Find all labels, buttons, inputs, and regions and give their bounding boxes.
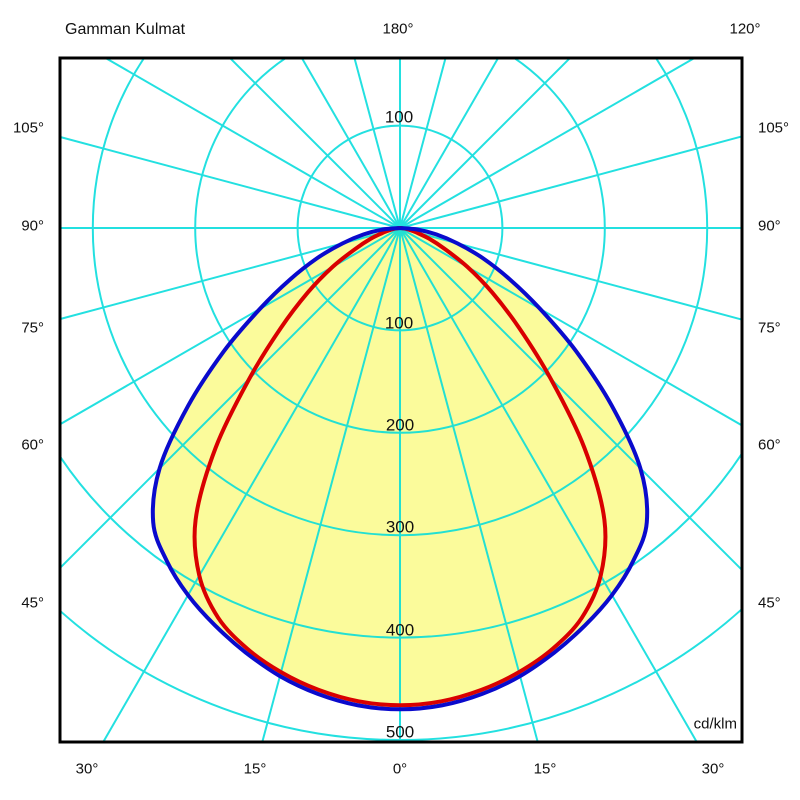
intensity-curve-outer xyxy=(150,226,650,712)
ring-value-label-100: 100 xyxy=(384,313,414,333)
gamma-axis-label-left-75: 75° xyxy=(21,319,44,337)
grid-radial-line xyxy=(399,227,698,742)
grid-radial-line xyxy=(399,227,742,427)
ring-value-label-200: 200 xyxy=(385,415,415,435)
gamma-axis-label-bottom-0: 0° xyxy=(392,760,408,778)
gamma-axis-label-bottom-30L: 30° xyxy=(75,760,99,778)
gamma-axis-label-top-180: 180° xyxy=(382,20,414,38)
ring-value-label-400: 400 xyxy=(385,620,415,640)
gamma-axis-label-right-75: 75° xyxy=(758,319,781,337)
units-label: cd/klm xyxy=(693,715,737,733)
grid-radial-line xyxy=(228,58,401,229)
gamma-axis-label-top-120: 120° xyxy=(729,20,761,38)
grid-radial-line xyxy=(399,227,742,321)
grid-radial-line xyxy=(399,58,697,229)
grid-radial-line xyxy=(399,135,742,229)
grid-radial-line xyxy=(103,58,401,229)
gamma-axis-label-left-105: 105° xyxy=(12,119,44,137)
gamma-axis-label-bottom-30R: 30° xyxy=(701,760,725,778)
ring-value-label-above-100: 100 xyxy=(384,107,414,127)
gamma-axis-label-left-60: 60° xyxy=(21,436,44,454)
grid-radial-line xyxy=(353,58,401,229)
chart-title: Gamman Kulmat xyxy=(65,21,186,38)
gamma-axis-label-bottom-15R: 15° xyxy=(533,760,557,778)
grid-radial-line xyxy=(60,135,401,229)
chart-frame xyxy=(58,56,744,744)
grid-radial-line xyxy=(60,227,401,321)
grid-radial-line xyxy=(399,227,742,572)
grid-radial-line xyxy=(399,227,539,742)
grid-radial-line xyxy=(102,227,401,742)
grid-radial-line xyxy=(60,227,401,426)
gamma-axis-label-right-45: 45° xyxy=(758,594,781,612)
gamma-axis-label-right-90: 90° xyxy=(758,217,781,235)
gamma-axis-label-left-90: 90° xyxy=(21,217,44,235)
ring-value-label-500: 500 xyxy=(385,722,415,742)
ring-value-label-300: 300 xyxy=(385,517,415,537)
grid-radial-line xyxy=(60,227,401,570)
grid-radial-line xyxy=(399,58,500,229)
grid-radial-line xyxy=(399,58,447,229)
gamma-axis-label-right-60: 60° xyxy=(758,436,781,454)
grid-radial-line xyxy=(399,58,572,229)
grid-radial-line xyxy=(261,227,401,742)
gamma-axis-label-bottom-15L: 15° xyxy=(243,760,267,778)
gamma-axis-label-right-105: 105° xyxy=(758,119,790,137)
intensity-curve-inner xyxy=(192,226,608,708)
grid-radial-line xyxy=(300,58,401,229)
gamma-axis-label-left-45: 45° xyxy=(21,594,44,612)
